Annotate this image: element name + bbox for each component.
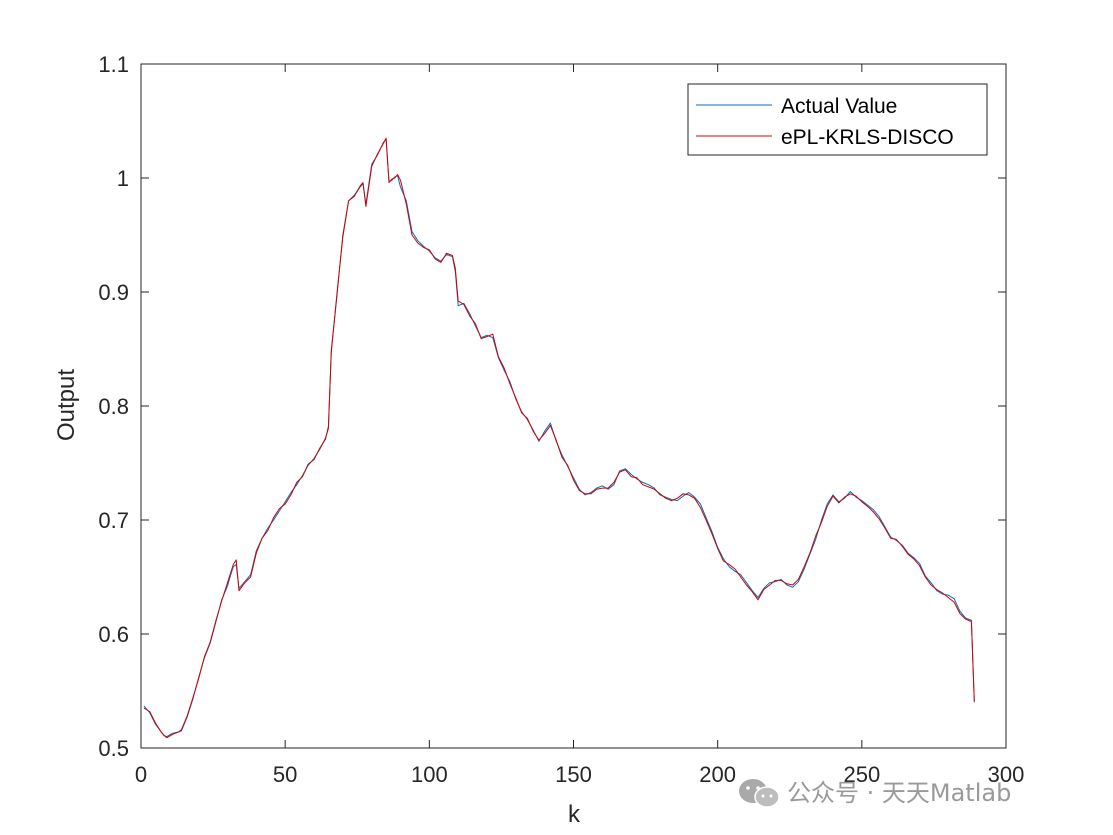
x-tick-label: 300: [988, 762, 1025, 787]
legend-box: [687, 83, 988, 156]
x-tick-label: 0: [135, 762, 147, 787]
y-tick-label: 0.7: [98, 508, 129, 533]
series-layer: [143, 137, 975, 739]
axes-box: [140, 63, 1007, 749]
watermark-text: 公众号 · 天天Matlab: [787, 779, 1011, 807]
y-tick-label: 0.9: [98, 280, 129, 305]
plot-area: 0 50 100 150 200 250 300 0.5 0.6 0.7 0.8 0.9 1 1.1: [98, 52, 1024, 787]
y-tick-label: 0.8: [98, 394, 129, 419]
legend-label-actual-value: Actual Value: [781, 95, 897, 118]
y-tick-label: 0.5: [98, 736, 129, 761]
y-tick-label: 1: [117, 166, 129, 191]
x-tick-label: 200: [699, 762, 736, 787]
x-tick-label: 50: [273, 762, 297, 787]
y-axis-label: Output: [53, 369, 80, 441]
series-line-epl-krls-disco: [143, 137, 975, 739]
x-tick-label: 100: [411, 762, 448, 787]
x-tick-label: 150: [555, 762, 592, 787]
watermark: 公众号 · 天天Matlab: [739, 779, 1011, 808]
wechat-icon: [739, 779, 780, 808]
x-tick-label: 250: [843, 762, 880, 787]
x-axis-label: k: [568, 801, 581, 828]
y-tick-label: 1.1: [98, 52, 129, 77]
legend-label-epl-krls-disco: ePL-KRLS-DISCO: [781, 126, 954, 149]
tick-layer: 0 50 100 150 200 250 300 0.5 0.6 0.7 0.8 0.9 1 1.1: [98, 52, 1024, 787]
y-tick-label: 0.6: [98, 622, 129, 647]
legend: Actual Value ePL-KRLS-DISCO: [687, 83, 988, 156]
